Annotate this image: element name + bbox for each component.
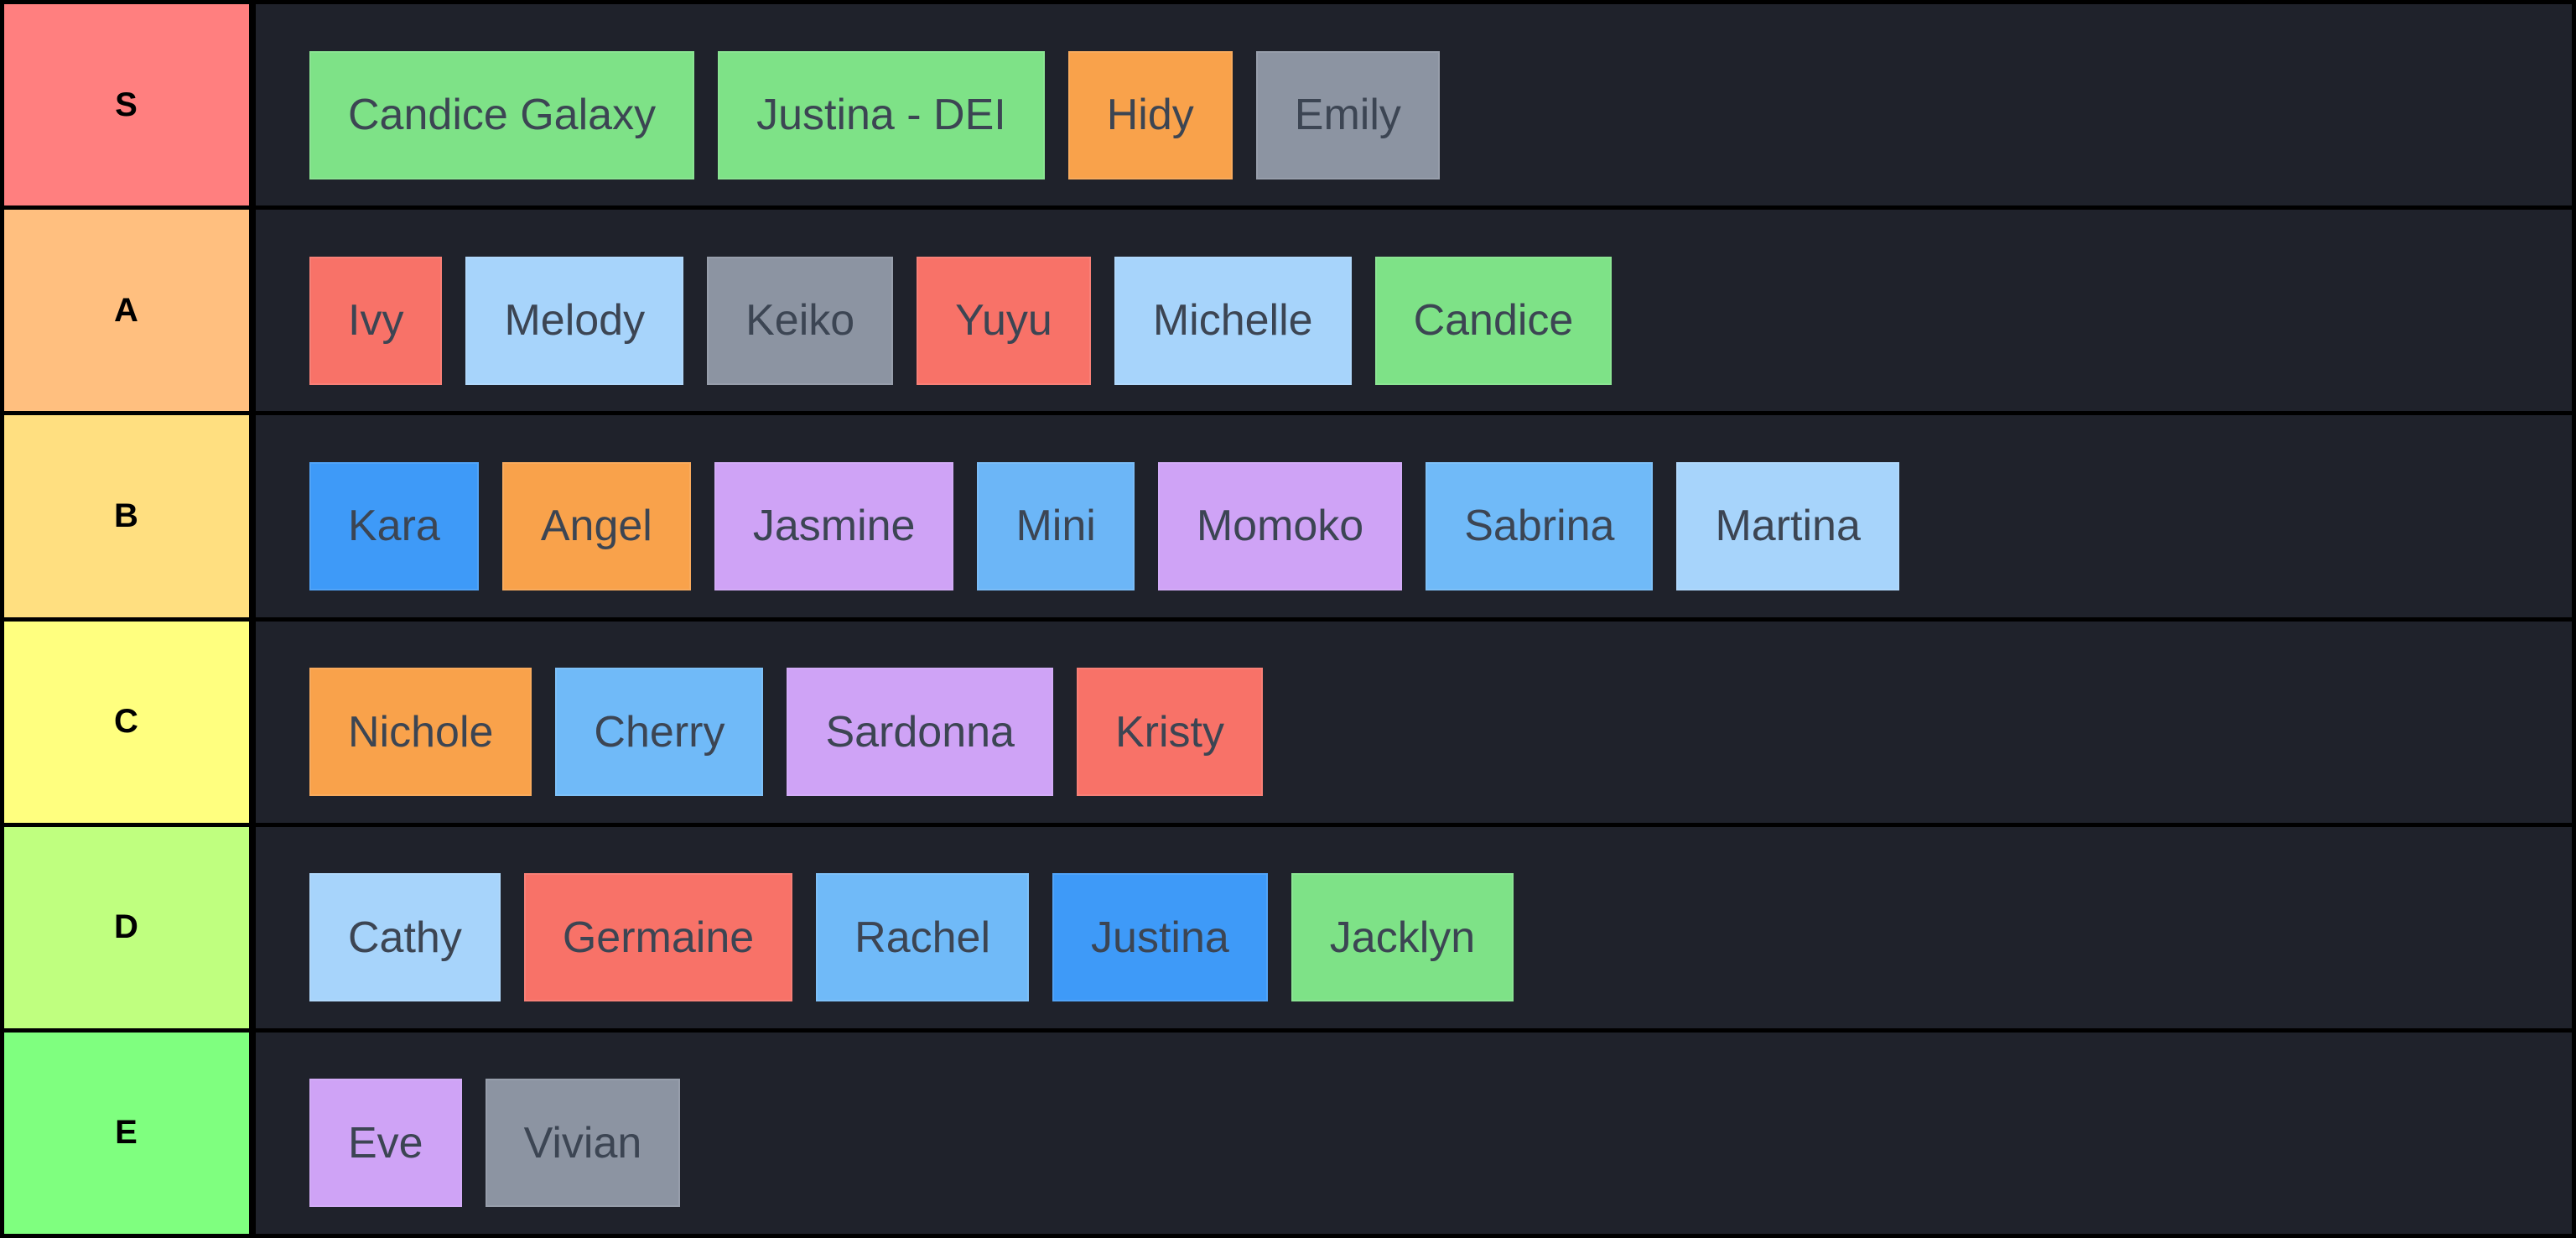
tier-item[interactable]: Ivy [309, 256, 443, 385]
tier-item[interactable]: Keiko [707, 256, 894, 385]
tier-item[interactable]: Jacklyn [1291, 873, 1514, 1002]
tier-item[interactable]: Vivian [485, 1079, 681, 1208]
tier-row-content[interactable]: Candice Galaxy Justina - DEI Hidy Emily [256, 4, 2572, 206]
tier-item[interactable]: Melody [465, 256, 684, 385]
tier-item[interactable]: Angel [501, 461, 691, 590]
tier-item[interactable]: Germaine [523, 873, 793, 1002]
tier-item[interactable]: Nichole [309, 668, 532, 797]
tier-item[interactable]: Sabrina [1426, 461, 1654, 590]
tier-item[interactable]: Yuyu [917, 256, 1091, 385]
tier-row-content[interactable]: Cathy Germaine Rachel Justina Jacklyn [256, 826, 2572, 1028]
tier-label-cell[interactable]: E [4, 1032, 256, 1234]
tier-row-content[interactable]: Nichole Cherry Sardonna Kristy [256, 621, 2572, 823]
tier-item[interactable]: Justina [1052, 873, 1268, 1002]
tier-label-cell[interactable]: A [4, 210, 256, 412]
tier-item[interactable]: Momoko [1157, 461, 1403, 590]
tier-label-cell[interactable]: D [4, 826, 256, 1028]
tier-item[interactable]: Hidy [1067, 50, 1233, 179]
tier-row-a: A Ivy Melody Keiko Yuyu Michelle Candice [4, 210, 2572, 416]
tier-item[interactable]: Sardonna [787, 668, 1053, 797]
tier-item[interactable]: Kara [309, 461, 479, 590]
tier-item[interactable]: Eve [309, 1079, 462, 1208]
tier-row-content[interactable]: Ivy Melody Keiko Yuyu Michelle Candice [256, 210, 2572, 412]
tier-row-b: B Kara Angel Jasmine Mini Momoko Sabrina Marti… [4, 415, 2572, 622]
tier-label-text: C [114, 703, 139, 741]
tier-item[interactable]: Martina [1676, 461, 1899, 590]
tier-item[interactable]: Emily [1255, 50, 1440, 179]
tier-item[interactable]: Candice [1374, 256, 1613, 385]
tier-row-d: D Cathy Germaine Rachel Justina Jacklyn [4, 826, 2572, 1033]
tier-item[interactable]: Mini [977, 461, 1135, 590]
tier-row-c: C Nichole Cherry Sardonna Kristy [4, 621, 2572, 827]
tier-item[interactable]: Candice Galaxy [309, 50, 695, 179]
tier-item[interactable]: Cherry [555, 668, 764, 797]
tier-item[interactable]: Cathy [309, 873, 501, 1002]
tier-row-content[interactable]: Eve Vivian [256, 1032, 2572, 1234]
tier-item[interactable]: Rachel [816, 873, 1030, 1002]
tier-label-text: B [114, 497, 139, 534]
tier-row-s: S Candice Galaxy Justina - DEI Hidy Emily [4, 4, 2572, 211]
tier-item[interactable]: Justina - DEI [718, 50, 1045, 179]
tier-label-text: E [115, 1114, 138, 1152]
tier-item[interactable]: Kristy [1076, 668, 1263, 797]
tier-label-text: D [114, 908, 139, 946]
tier-label-text: S [115, 86, 138, 123]
tier-label-text: A [114, 291, 139, 329]
tier-row-e: E Eve Vivian [4, 1032, 2572, 1234]
tier-label-cell[interactable]: S [4, 4, 256, 206]
tier-item[interactable]: Michelle [1114, 256, 1352, 385]
tier-row-content[interactable]: Kara Angel Jasmine Mini Momoko Sabrina Martina [256, 415, 2572, 617]
tier-item[interactable]: Jasmine [714, 461, 954, 590]
tier-label-cell[interactable]: C [4, 621, 256, 823]
tier-label-cell[interactable]: B [4, 415, 256, 617]
